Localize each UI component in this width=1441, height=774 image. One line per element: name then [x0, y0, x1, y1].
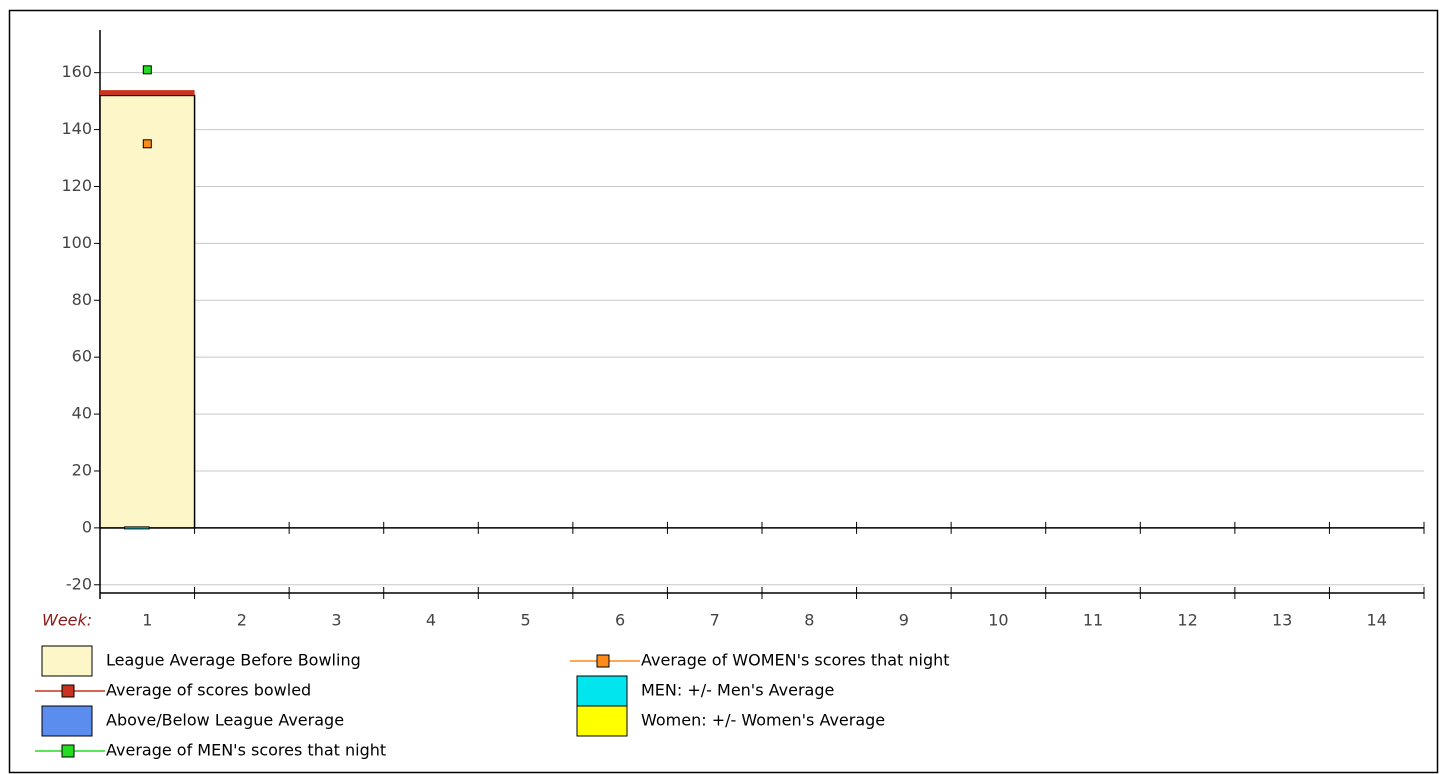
y-tick-label: 140	[61, 119, 92, 138]
legend-label: Above/Below League Average	[106, 711, 344, 730]
x-tick-label: 7	[710, 611, 720, 630]
legend-swatch	[576, 705, 628, 737]
x-tick-label: 2	[237, 611, 247, 630]
y-tick-label: -20	[66, 574, 92, 593]
x-tick-label: 14	[1367, 611, 1387, 630]
y-tick-label: 20	[72, 460, 92, 479]
legend-label: Average of WOMEN's scores that night	[641, 651, 950, 670]
legend-label: League Average Before Bowling	[106, 651, 361, 670]
legend-swatch-marker	[61, 684, 75, 698]
legend-label: MEN: +/- Men's Average	[641, 681, 834, 700]
x-tick-label: 3	[331, 611, 341, 630]
marker	[142, 139, 152, 149]
x-tick-label: 9	[899, 611, 909, 630]
chart-frame	[8, 9, 1439, 774]
x-tick-label: 5	[520, 611, 530, 630]
x-tick-label: 13	[1272, 611, 1292, 630]
y-tick-label: 0	[82, 517, 92, 536]
x-axis-label: Week:	[42, 611, 92, 630]
x-tick-label: 11	[1083, 611, 1103, 630]
legend-swatch-marker	[61, 744, 75, 758]
legend-swatch	[41, 705, 93, 737]
marker	[142, 65, 152, 75]
x-tick-label: 1	[142, 611, 152, 630]
legend-label: Women: +/- Women's Average	[641, 711, 885, 730]
x-tick-label: 12	[1177, 611, 1197, 630]
y-tick-label: 80	[72, 290, 92, 309]
legend-swatch-marker	[596, 654, 610, 668]
x-tick-label: 6	[615, 611, 625, 630]
x-tick-label: 10	[988, 611, 1008, 630]
legend-label: Average of MEN's scores that night	[106, 741, 386, 760]
bar	[99, 94, 196, 529]
bar	[124, 526, 150, 530]
x-tick-label: 8	[804, 611, 814, 630]
y-tick-label: 40	[72, 404, 92, 423]
legend-swatch	[41, 645, 93, 677]
x-tick-label: 4	[426, 611, 436, 630]
y-tick-label: 100	[61, 233, 92, 252]
y-tick-label: 160	[61, 62, 92, 81]
y-tick-label: 60	[72, 347, 92, 366]
y-tick-label: 120	[61, 176, 92, 195]
legend-swatch	[576, 675, 628, 707]
legend-label: Average of scores bowled	[106, 681, 311, 700]
